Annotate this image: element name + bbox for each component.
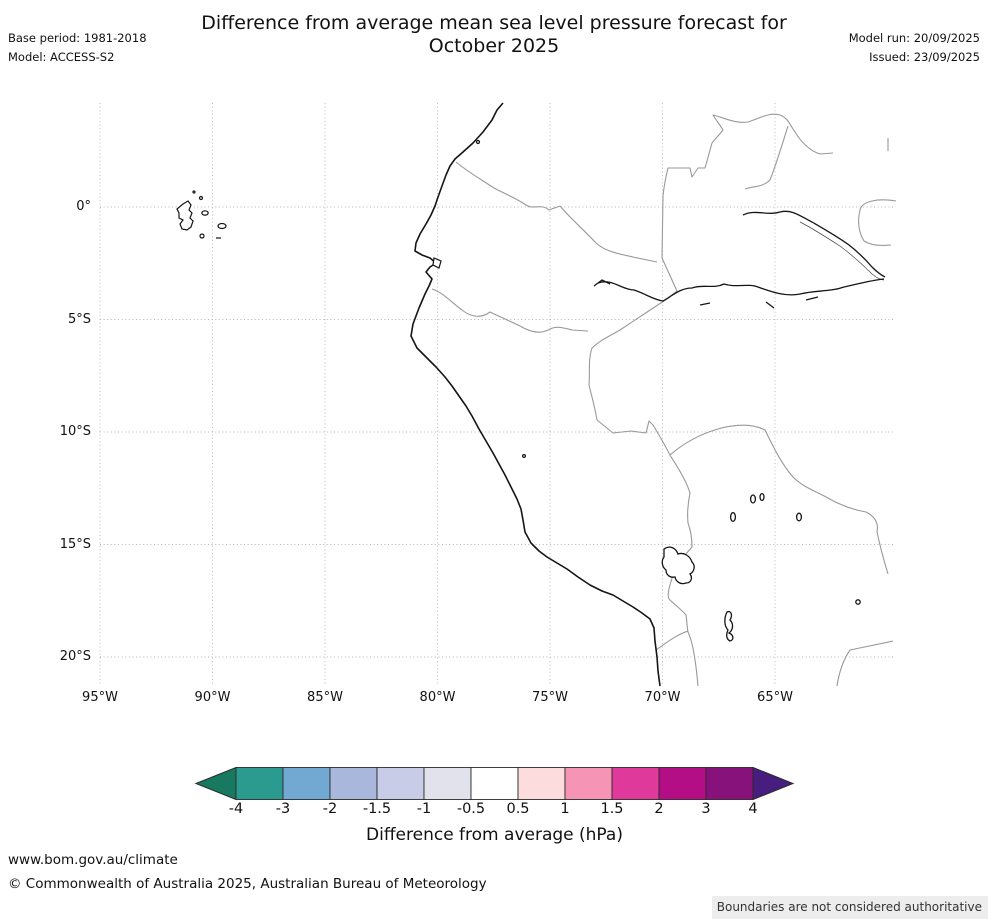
coastline [410,102,661,687]
lat-tick-label: 5°S [67,311,91,327]
colorbar-segment [517,767,566,800]
colorbar-segment [376,767,425,800]
colorbar-segment [470,767,519,800]
lat-tick-label: 15°S [59,536,91,552]
colorbar-tick-label: -3 [275,801,291,817]
lat-tick-label: 20°S [59,649,91,664]
issued-label: Issued: 23/09/2025 [869,50,980,64]
amazon-rivers [593,210,886,309]
colorbar-segment [658,767,707,800]
lon-tick-label: 85°W [307,690,343,705]
colorbar-tick-label: 1.5 [600,801,624,817]
meta-left: Base period: 1981-2018 Model: ACCESS-S2 [8,29,147,67]
colorbar-tick-label: -0.5 [456,801,486,817]
colorbar-tick-label: 0.5 [506,801,530,817]
colorbar-segment [564,767,613,800]
galapagos-islands [176,190,227,239]
page-title: Difference from average mean sea level p… [120,12,868,58]
lon-tick-label: 80°W [419,690,456,705]
colorbar-segment [705,767,754,800]
title-line-1: Difference from average mean sea level p… [201,12,787,34]
model-label: Model: ACCESS-S2 [8,50,115,64]
country-borders [431,113,897,687]
colorbar-segment [329,767,378,800]
colorbar-segment [282,767,331,800]
colorbar-tick-label: 2 [654,801,664,817]
colorbar-tick-label: -1 [416,801,432,817]
footer-copyright: © Commonwealth of Australia 2025, Austra… [8,876,487,892]
colorbar-tick-label: -1.5 [362,801,392,817]
lon-tick-label: 70°W [644,690,681,705]
base-period-label: Base period: 1981-2018 [8,31,147,45]
lon-tick-label: 95°W [82,690,118,705]
meta-right: Model run: 20/09/2025 Issued: 23/09/2025 [849,29,980,67]
gridlines [99,103,893,686]
colorbar-arrow-left [194,766,237,801]
title-line-2: October 2025 [428,35,560,57]
colorbar-tick-label: -4 [228,801,244,817]
lat-tick-label: 0° [76,199,91,214]
model-run-label: Model run: 20/09/2025 [848,31,980,45]
colorbar-segment [235,767,284,800]
lake-titicaca [661,546,695,585]
colorbar-title: Difference from average (hPa) [366,825,623,845]
lon-tick-label: 75°W [532,690,568,705]
colorbar-segment [611,767,660,800]
colorbar-tick-label: -2 [322,801,338,817]
colorbar-tick-label: 3 [701,801,711,817]
colorbar-segment [423,767,472,800]
boundaries-note: Boundaries are not considered authoritat… [712,896,988,919]
footer-url: www.bom.gov.au/climate [8,852,178,868]
colorbar-tick-label: 1 [560,801,570,817]
colorbar-arrow-right [752,766,795,801]
lon-tick-label: 90°W [194,690,231,705]
colorbar-tick-label: 4 [748,801,758,817]
bolivian-lakes [724,492,861,642]
lat-tick-label: 10°S [59,424,91,439]
lon-tick-label: 65°W [757,690,793,705]
